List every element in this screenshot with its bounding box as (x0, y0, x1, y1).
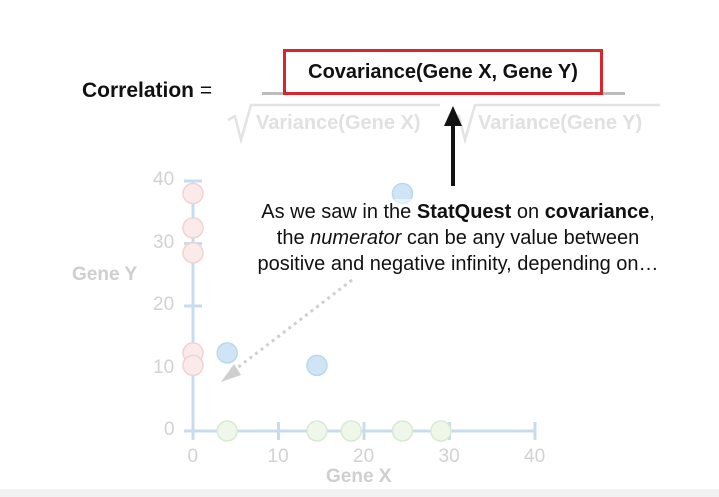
data-point-pink-2 (182, 242, 204, 264)
x-axis-title: Gene X (326, 466, 392, 487)
x-tick-label-2: 20 (353, 446, 375, 467)
data-point-green-0 (216, 420, 238, 442)
plot-points (182, 182, 452, 442)
pointer-arrow-head (444, 106, 462, 126)
dotted-arrow-head (221, 364, 241, 382)
numerator-text: Covariance(Gene X, Gene Y) (308, 60, 578, 83)
data-point-green-2 (340, 420, 362, 442)
y-tick-label-2: 20 (153, 294, 175, 315)
correlation-word: Correlation (82, 79, 195, 102)
x-tick-label-4: 40 (524, 446, 546, 467)
numerator-highlight-box: Covariance(Gene X, Gene Y) (283, 49, 603, 95)
y-tick-label-4: 40 (153, 169, 175, 190)
callout-line-1: As we saw in the StatQuest on covariance… (261, 201, 655, 223)
x-tick-label-3: 30 (438, 446, 460, 467)
data-point-green-1 (306, 420, 328, 442)
bottom-bar (0, 489, 719, 497)
dotted-arrow-shaft (231, 278, 353, 374)
callout-line-3: positive and negative infinity, dependin… (257, 253, 659, 275)
data-point-pink-1 (182, 217, 204, 239)
y-tick-label-3: 30 (153, 231, 175, 253)
y-tick-label-1: 10 (153, 356, 175, 378)
denominator-right: Variance(Gene Y) (478, 112, 643, 134)
data-point-green-4 (430, 420, 452, 442)
data-point-blue-1 (306, 354, 328, 377)
callout-text: As we saw in the StatQuest on covariance… (228, 199, 688, 277)
data-point-pink-4 (182, 354, 204, 377)
sqrt-sign-left (227, 103, 440, 145)
denominator-left: Variance(Gene X) (256, 112, 421, 134)
y-axis-title: Gene Y (72, 264, 138, 285)
data-point-green-3 (391, 420, 414, 442)
x-tick-label-1: 10 (267, 446, 289, 467)
y-tick-label-0: 0 (164, 419, 175, 440)
callout-line-2: the numerator can be any value between (276, 227, 640, 249)
x-tick-label-0: 0 (187, 446, 199, 467)
data-point-pink-0 (182, 182, 204, 205)
correlation-label: Correlation = (82, 79, 212, 103)
data-point-blue-0 (216, 342, 238, 364)
equals-sign: = (199, 79, 213, 102)
